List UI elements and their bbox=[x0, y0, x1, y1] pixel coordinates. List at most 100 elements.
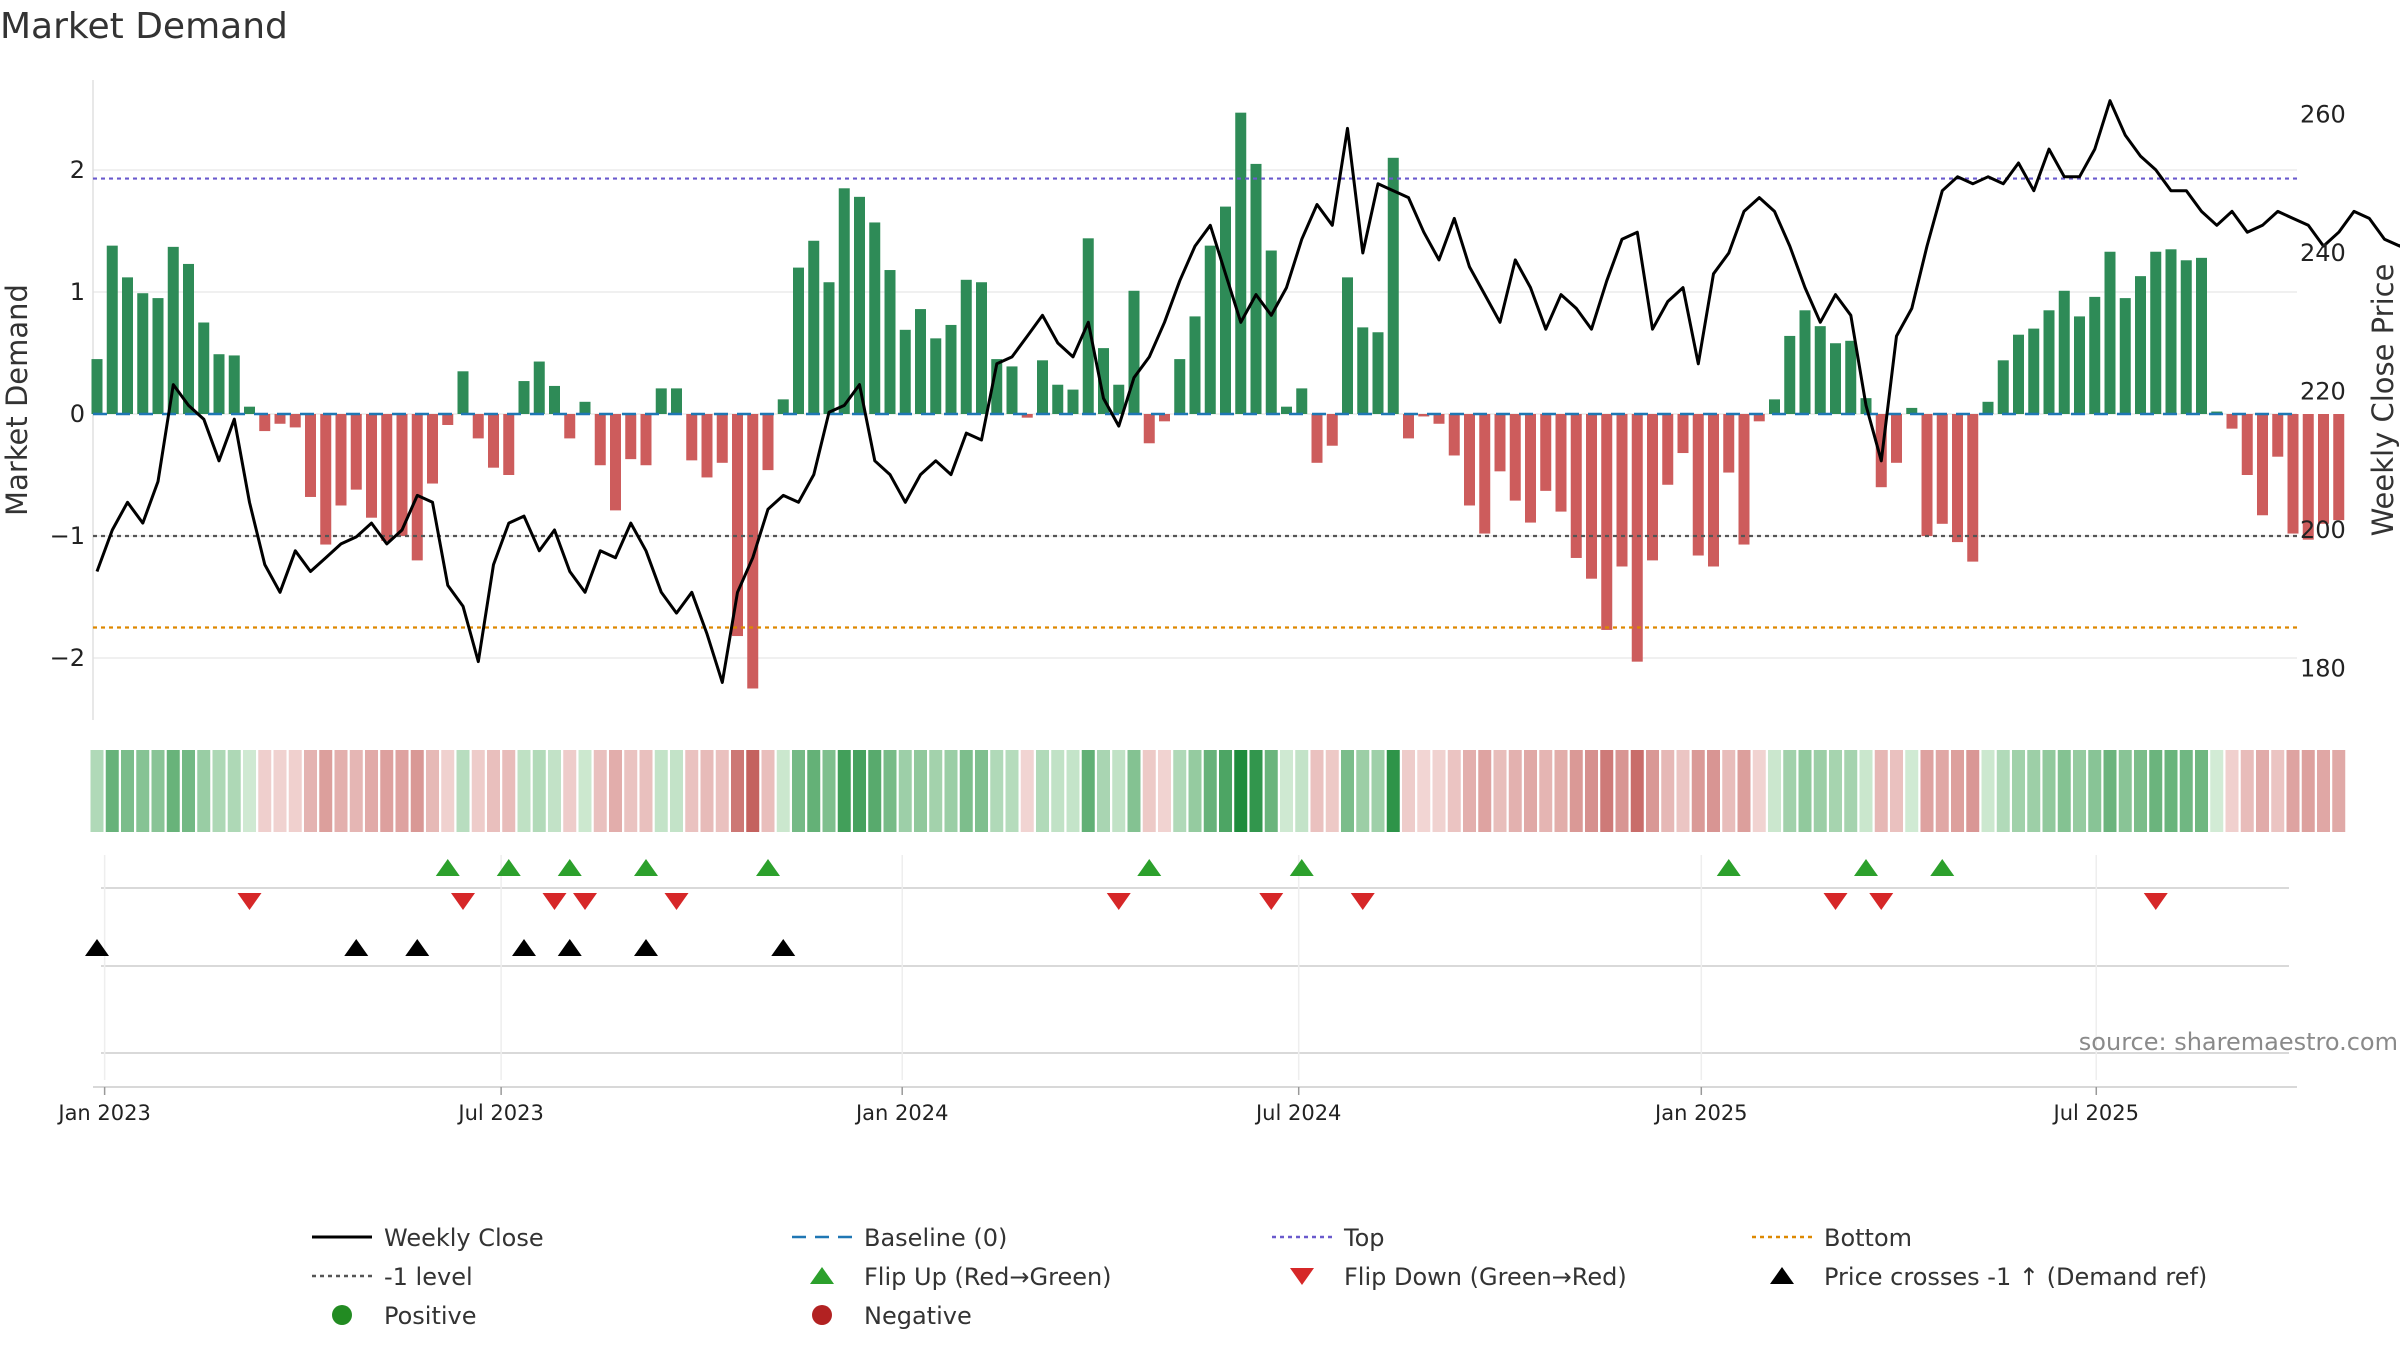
heat-cell-positive bbox=[2088, 750, 2102, 832]
negative-demand-bar bbox=[686, 414, 698, 461]
heat-cell-positive bbox=[1295, 750, 1309, 832]
heat-cell-positive bbox=[776, 750, 790, 832]
legend-label: Positive bbox=[384, 1302, 477, 1330]
heat-cell-positive bbox=[853, 750, 866, 832]
heat-cell-negative bbox=[639, 750, 653, 832]
heat-cell-positive bbox=[1783, 750, 1797, 832]
heat-cell-negative bbox=[1325, 750, 1339, 832]
positive-demand-bar bbox=[1235, 112, 1247, 414]
positive-demand-bar bbox=[1128, 290, 1140, 414]
heat-cell-positive bbox=[90, 750, 104, 832]
positive-demand-bar bbox=[1342, 277, 1353, 414]
heat-cell-negative bbox=[1935, 750, 1949, 832]
heat-cell-positive bbox=[2042, 750, 2056, 832]
heat-cell-negative bbox=[2286, 750, 2300, 832]
heat-cell-negative bbox=[1554, 750, 1568, 832]
positive-demand-bar bbox=[1799, 310, 1811, 414]
heat-cell-negative bbox=[1890, 750, 1903, 832]
heat-cell-positive bbox=[1859, 750, 1873, 832]
negative-demand-bar bbox=[1540, 414, 1552, 491]
negative-demand-bar bbox=[1891, 414, 1902, 463]
heat-cell-positive bbox=[1081, 750, 1095, 832]
heat-cell-positive bbox=[670, 750, 683, 832]
positive-demand-bar bbox=[1769, 399, 1780, 414]
right-axis-label: Weekly Close Price bbox=[2366, 264, 2400, 537]
heat-cell-negative bbox=[1478, 750, 1492, 832]
heat-cell-negative bbox=[1722, 750, 1736, 832]
left-axis-ticks: 2 1 0 −1 −2 bbox=[50, 156, 85, 672]
negative-demand-bar bbox=[2226, 414, 2238, 429]
negative-demand-bar bbox=[640, 414, 652, 466]
negative-demand-bar bbox=[2257, 414, 2268, 516]
positive-demand-bar bbox=[1174, 359, 1186, 414]
legend-swatch-triangle-down bbox=[1290, 1268, 1314, 1285]
heat-cell-positive bbox=[1844, 750, 1858, 832]
flip-down-triangle bbox=[542, 893, 567, 910]
heat-cell-positive bbox=[1066, 750, 1080, 832]
negative-demand-bar bbox=[2302, 414, 2314, 540]
right-tick-label: 240 bbox=[2300, 239, 2346, 267]
heat-cell-negative bbox=[1493, 750, 1507, 832]
positive-demand-bar bbox=[1387, 157, 1399, 415]
negative-demand-bar bbox=[427, 414, 438, 484]
heat-cell-negative bbox=[426, 750, 439, 832]
heat-cell-negative bbox=[1691, 750, 1705, 832]
positive-demand-bar bbox=[533, 361, 545, 414]
positive-demand-bar bbox=[1006, 366, 1018, 414]
heat-cell-positive bbox=[151, 750, 165, 832]
heat-cell-negative bbox=[319, 750, 333, 832]
flip-down-triangle bbox=[2143, 893, 2168, 910]
positive-demand-bar bbox=[1052, 384, 1064, 414]
left-tick-label: 1 bbox=[70, 278, 85, 306]
heat-cell-negative bbox=[685, 750, 699, 832]
positive-demand-bar bbox=[808, 240, 820, 414]
heat-cell-positive bbox=[1386, 750, 1400, 832]
heat-cell-negative bbox=[1310, 750, 1324, 832]
heat-cell-negative bbox=[2271, 750, 2285, 832]
negative-demand-bar bbox=[1021, 414, 1033, 418]
negative-demand-bar bbox=[289, 414, 301, 428]
positive-demand-bar bbox=[1982, 401, 1994, 414]
heat-cell-positive bbox=[2134, 750, 2147, 832]
heat-cell-positive bbox=[1356, 750, 1370, 832]
negative-demand-bar bbox=[610, 414, 621, 511]
negative-demand-bar bbox=[1708, 414, 1719, 567]
negative-demand-bar bbox=[488, 414, 499, 468]
heat-cell-negative bbox=[2240, 750, 2254, 832]
positive-demand-bar bbox=[1037, 360, 1048, 414]
flip-up-triangle bbox=[1854, 859, 1878, 876]
positive-demand-bar bbox=[1372, 332, 1384, 414]
date-axis-ticks: Jan 2023 Jul 2023 Jan 2024 Jul 2024 Jan 2025… bbox=[56, 1087, 2139, 1125]
negative-demand-bar bbox=[1616, 414, 1628, 567]
positive-demand-bar bbox=[1220, 206, 1231, 414]
legend-swatch-dot-green bbox=[332, 1305, 352, 1325]
heat-cell-negative bbox=[1432, 750, 1446, 832]
negative-demand-bar bbox=[1143, 414, 1155, 444]
heat-cell-negative bbox=[700, 750, 714, 832]
heat-cell-positive bbox=[243, 750, 256, 832]
flip-up-triangle bbox=[634, 859, 658, 876]
positive-demand-bar bbox=[579, 401, 591, 414]
negative-demand-bar bbox=[503, 414, 515, 475]
heat-cell-positive bbox=[548, 750, 561, 832]
negative-demand-bar bbox=[2272, 414, 2284, 457]
positive-demand-bar bbox=[2028, 328, 2040, 414]
flip-up-triangle bbox=[756, 859, 780, 876]
positive-demand-bar bbox=[2043, 310, 2055, 414]
negative-demand-bar bbox=[274, 414, 286, 424]
flip-up-triangle bbox=[1289, 859, 1314, 876]
heat-cell-negative bbox=[1585, 750, 1598, 832]
heat-cell-positive bbox=[2195, 750, 2208, 832]
date-tick-label: Jan 2024 bbox=[854, 1101, 949, 1125]
heat-cell-negative bbox=[2225, 750, 2239, 832]
source-credit: source: sharemaestro.com bbox=[2079, 1028, 2398, 1056]
heat-cell-positive bbox=[136, 750, 150, 832]
marker-panel-gridlines bbox=[101, 855, 2289, 1080]
negative-demand-bar bbox=[701, 414, 713, 478]
positive-demand-bar bbox=[1281, 406, 1292, 414]
heat-cell-negative bbox=[1417, 750, 1431, 832]
positive-demand-bar bbox=[1997, 360, 2009, 414]
heat-cell-positive bbox=[1219, 750, 1232, 832]
heat-cell-negative bbox=[410, 750, 424, 832]
